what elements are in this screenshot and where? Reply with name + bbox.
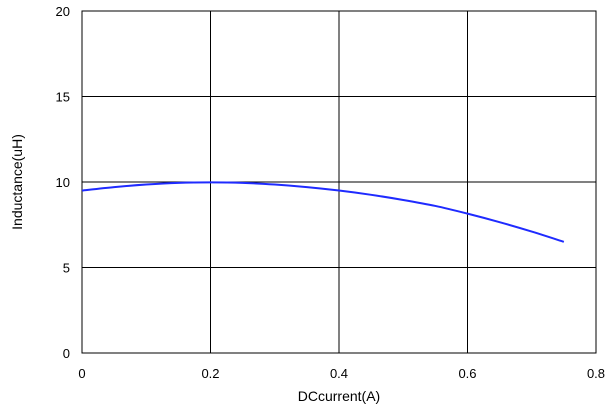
x-axis-title: DCcurrent(A) [298,388,380,404]
y-tick-label-1: 5 [63,261,70,276]
x-tick-label-3: 0.6 [458,366,476,381]
x-tick-label-1: 0.2 [201,366,219,381]
plot-frame [81,10,597,354]
y-tick-label-2: 10 [56,175,70,190]
y-tick-label-3: 15 [56,90,70,105]
x-tick-label-4: 0.8 [587,366,605,381]
grid-lines [82,11,596,353]
y-tick-label-0: 0 [63,346,70,361]
x-tick-label-2: 0.4 [330,366,348,381]
x-tick-label-0: 0 [78,366,85,381]
x-tick-labels: 0 0.2 0.4 0.6 0.8 [78,366,605,381]
y-tick-labels: 0 5 10 15 20 [56,4,70,361]
series-lines [81,181,565,243]
y-axis-title: Inductance(uH) [9,134,25,230]
y-tick-label-4: 20 [56,4,70,19]
series-line-0 [81,181,565,243]
